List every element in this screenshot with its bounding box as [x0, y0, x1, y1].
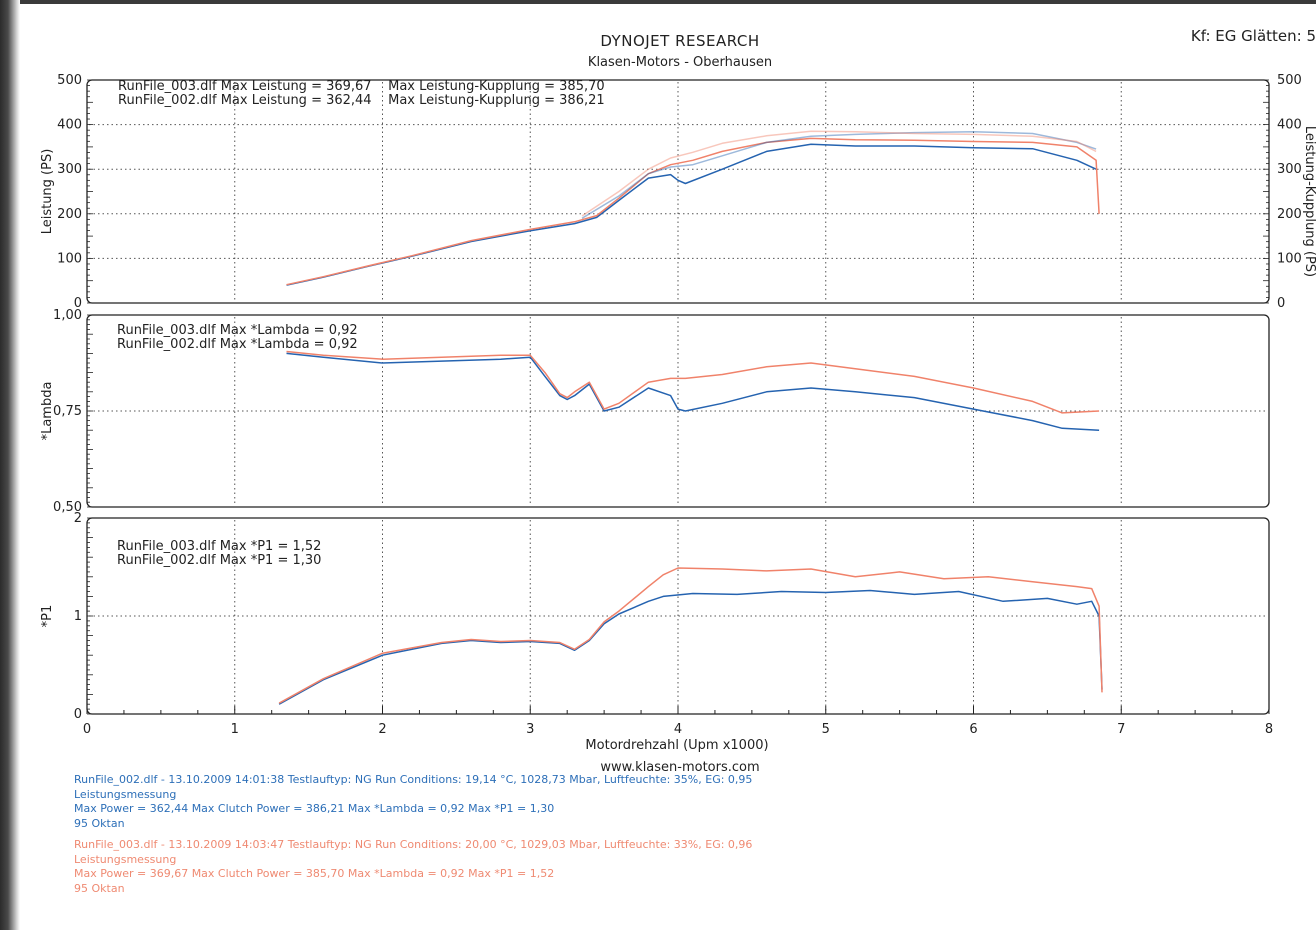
p1-ytick-label: 0 — [74, 707, 82, 722]
report-subtitle: Klasen-Motors - Oberhausen — [587, 55, 773, 70]
p1-ytick-label: 1 — [74, 609, 82, 624]
lambda-ytick-label: 0,75 — [53, 404, 82, 419]
power-ytick-label-right: 300 — [1277, 162, 1302, 177]
p1-series-run-003 — [278, 567, 1103, 704]
power-ytick-label-right: 100 — [1277, 251, 1302, 266]
xtick-label: 6 — [969, 722, 977, 737]
xtick-label: 0 — [83, 722, 91, 737]
power-ytick-label-right: 200 — [1277, 207, 1302, 222]
scan-top-edge — [0, 0, 1316, 4]
report-title: DYNOJET RESEARCH — [600, 32, 760, 50]
power-series-run-002-clutch — [581, 130, 1097, 219]
xtick-label: 8 — [1265, 722, 1273, 737]
power-legend-entry: RunFile_003.dlf Max Leistung = 369,67 Ma… — [118, 79, 605, 94]
power-series-run-003-clutch — [581, 130, 1097, 217]
lambda-series-run-003 — [286, 350, 1100, 414]
power-ytick-label-right: 400 — [1277, 118, 1302, 133]
lambda-series-run-002 — [286, 352, 1100, 431]
lambda-legend-entry: RunFile_003.dlf Max *Lambda = 0,92 — [117, 323, 358, 338]
xlabel: Motordrehzahl (Upm x1000) — [585, 738, 768, 753]
run-003-line-1: RunFile_003.dlf - 13.10.2009 14:03:47 Te… — [74, 838, 753, 851]
lambda-ylabel: *Lambda — [40, 382, 55, 441]
run-003-info: RunFile_003.dlf - 13.10.2009 14:03:47 Te… — [74, 838, 752, 896]
xtick-label: 5 — [822, 722, 830, 737]
p1-panel: 0 1 2 *P1 0 1 2 3 4 5 6 7 8 Motordrehzahl (Upm x1000)… — [40, 511, 1273, 753]
p1-ytick-label: 2 — [74, 511, 82, 526]
xtick-label: 4 — [674, 722, 682, 737]
power-legend-entry: RunFile_002.dlf Max Leistung = 362,44 Ma… — [118, 93, 605, 108]
p1-legend-entry: RunFile_002.dlf Max *P1 = 1,30 — [117, 553, 321, 568]
lambda-ytick-label: 0,50 — [53, 500, 82, 515]
p1-ylabel: *P1 — [40, 605, 55, 628]
run-002-line-2: Leistungsmessung — [74, 787, 177, 801]
power-ytick-label: 300 — [57, 162, 82, 177]
run-002-line-4: 95 Oktan — [74, 816, 125, 830]
power-ylabel: Leistung (PS) — [40, 149, 55, 235]
run-002-line-1: RunFile_002.dlf - 13.10.2009 14:01:38 Te… — [74, 773, 753, 786]
run-003-line-4: 95 Oktan — [74, 881, 125, 895]
power-panel: 0 0 100 100 200 200 300 300 400 400 500 500 Leistung… — [40, 73, 1316, 311]
run-002-info: RunFile_002.dlf - 13.10.2009 14:01:38 Te… — [74, 773, 752, 831]
power-ytick-label: 200 — [57, 207, 82, 222]
power-ytick-label: 400 — [57, 118, 82, 133]
power-ylabel-right: Leistung-Kupplung (PS) — [1302, 126, 1316, 277]
smoothing-label: Kf: EG Glätten: 5 — [1190, 27, 1316, 45]
lambda-ytick-label: 1,00 — [53, 308, 82, 323]
run-002-line-3: Max Power = 362,44 Max Clutch Power = 38… — [74, 802, 555, 815]
power-ytick-label-right: 0 — [1277, 296, 1285, 311]
p1-series-run-002 — [278, 589, 1103, 705]
power-series-run-003-power — [286, 137, 1100, 286]
power-ytick-label: 0 — [74, 296, 82, 311]
run-003-line-2: Leistungsmessung — [74, 852, 177, 866]
xtick-label: 3 — [526, 722, 534, 737]
xtick-label: 7 — [1117, 722, 1125, 737]
power-ytick-label: 100 — [57, 251, 82, 266]
website-url: www.klasen-motors.com — [600, 760, 760, 775]
xtick-label: 1 — [231, 722, 239, 737]
run-003-line-3: Max Power = 369,67 Max Clutch Power = 38… — [74, 867, 555, 880]
power-ytick-label: 500 — [57, 73, 82, 88]
scan-left-edge — [0, 0, 20, 930]
xtick-label: 2 — [378, 722, 386, 737]
lambda-legend-entry: RunFile_002.dlf Max *Lambda = 0,92 — [117, 337, 358, 352]
power-ytick-label-right: 500 — [1277, 73, 1302, 88]
p1-legend-entry: RunFile_003.dlf Max *P1 = 1,52 — [117, 539, 321, 554]
lambda-panel: 0,50 0,75 1,00 *Lambda RunFile_003.dlf Max *… — [40, 308, 1270, 515]
